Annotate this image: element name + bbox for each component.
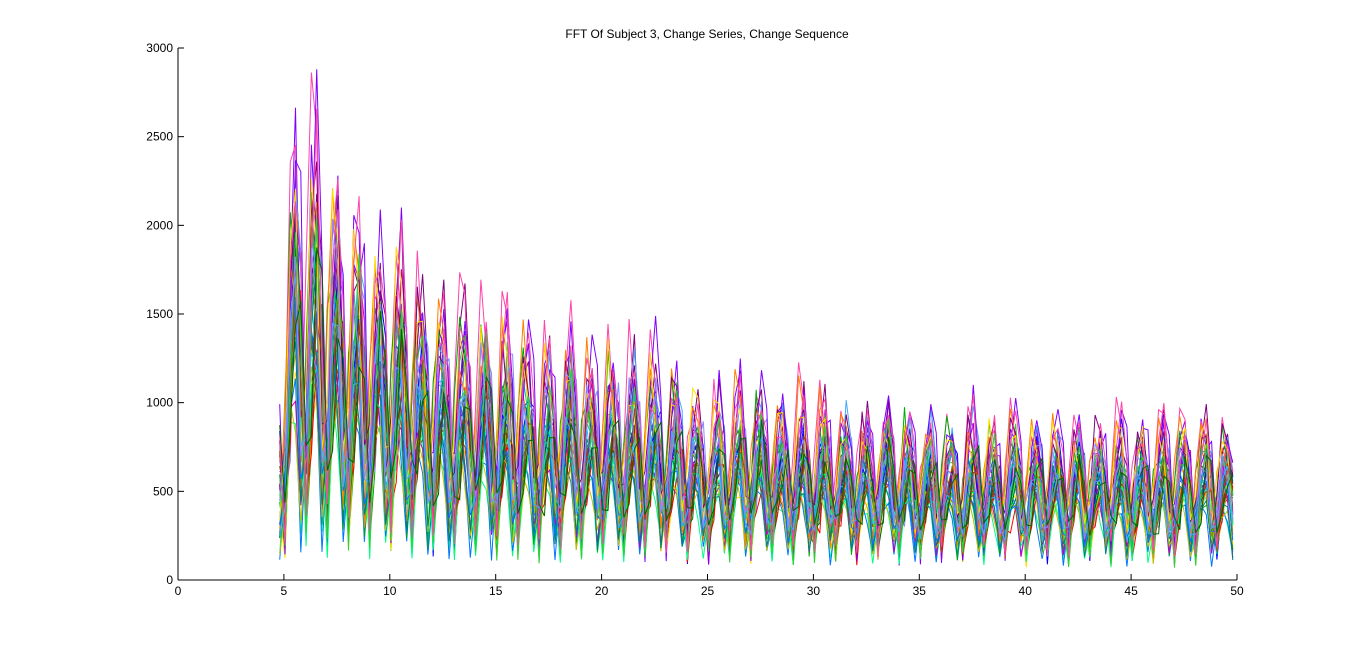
y-tick-label: 500: [153, 484, 173, 498]
series-line-38: [279, 276, 1234, 543]
series-line-39: [279, 219, 1234, 540]
series-line-40: [279, 247, 1234, 536]
series-line-25: [279, 329, 1234, 558]
x-tick-label: 20: [595, 584, 609, 598]
series-line-36: [279, 218, 1234, 568]
y-tick-label: 3000: [146, 41, 173, 55]
axes: 0 5 10 15 20 25 30 35 40 45 5005001000150020002500…: [146, 41, 1244, 598]
chart-title: FFT Of Subject 3, Change Series, Change …: [565, 27, 849, 41]
x-tick-label: 30: [807, 584, 821, 598]
y-tick-label: 1500: [146, 307, 173, 321]
x-tick-label: 15: [489, 584, 503, 598]
series-line-23: [279, 280, 1234, 551]
y-tick-label: 1000: [146, 396, 173, 410]
series-line-33: [279, 178, 1234, 535]
x-tick-label: 50: [1230, 584, 1244, 598]
y-tick-label: 2500: [146, 130, 173, 144]
y-tick-label: 0: [166, 573, 173, 587]
series-group: [279, 69, 1234, 568]
x-tick-label: 45: [1124, 584, 1138, 598]
x-tick-label: 0: [175, 584, 182, 598]
x-tick-label: 35: [913, 584, 927, 598]
x-tick-label: 40: [1019, 584, 1033, 598]
x-tick-label: 10: [383, 584, 397, 598]
x-tick-label: 5: [281, 584, 288, 598]
x-tick-label: 25: [701, 584, 715, 598]
y-tick-label: 2000: [146, 218, 173, 232]
